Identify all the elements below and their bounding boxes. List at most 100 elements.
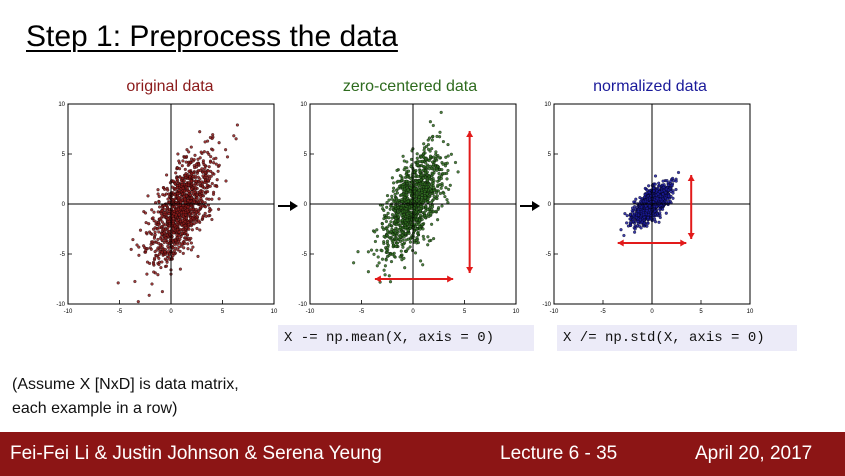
scatter-point: [387, 198, 391, 202]
scatter-point: [395, 168, 399, 172]
scatter-point: [402, 242, 406, 246]
scatter-point: [187, 169, 191, 173]
scatter-point: [632, 200, 636, 204]
y-tick-label: 5: [548, 152, 552, 158]
y-tick-label: 10: [58, 102, 65, 108]
scatter-point: [191, 245, 195, 249]
scatter-point: [392, 254, 396, 258]
scatter-point: [161, 193, 165, 197]
scatter-point: [166, 188, 170, 192]
scatter-point: [417, 188, 421, 192]
scatter-point: [400, 230, 405, 234]
scatter-point: [426, 235, 430, 239]
scatter-point: [423, 214, 427, 218]
x-tick-label: -10: [64, 309, 73, 315]
scatter-point: [187, 212, 191, 216]
scatter-point: [193, 190, 197, 194]
scatter-point: [216, 169, 220, 173]
scatter-point: [440, 168, 444, 172]
scatter-point: [172, 231, 176, 235]
scatter-point: [398, 235, 402, 239]
scatter-point: [144, 248, 148, 253]
scatter-point: [193, 166, 197, 170]
scatter-point: [392, 229, 396, 233]
scatter-point: [190, 190, 194, 194]
scatter-point: [409, 165, 413, 169]
scatter-point: [669, 179, 673, 183]
scatter-point: [199, 196, 203, 201]
scatter-point: [667, 194, 671, 198]
scatter-point: [395, 191, 399, 195]
scatter-point: [631, 214, 635, 218]
scatter-point: [178, 227, 183, 232]
scatter-point: [225, 155, 230, 159]
scatter-point: [658, 207, 662, 211]
scatter-point: [436, 218, 440, 222]
scatter-point: [186, 205, 190, 209]
y-tick-label: 0: [62, 202, 66, 208]
scatter-point: [186, 198, 190, 203]
scatter-point: [217, 197, 221, 201]
scatter-point: [405, 222, 409, 226]
scatter-point: [423, 199, 427, 203]
scatter-point: [416, 241, 420, 245]
scatter-point: [198, 228, 202, 232]
scatter-point: [403, 195, 407, 200]
scatter-point: [157, 226, 161, 230]
plot-original-data: -10 -5 0 5 10 -10 -5 0 5 10: [56, 102, 278, 315]
scatter-point: [404, 249, 408, 253]
scatter-point: [208, 160, 213, 164]
x-tick-label: -5: [117, 309, 123, 315]
scatter-point: [437, 175, 441, 179]
scatter-point: [401, 245, 405, 249]
scatter-point: [177, 188, 181, 193]
panel-title-zero-centered: zero-centered data: [342, 78, 478, 95]
scatter-point: [421, 263, 425, 267]
scatter-point: [190, 187, 194, 191]
scatter-point: [422, 165, 426, 169]
scatter-point: [644, 204, 648, 208]
scatter-point: [634, 197, 638, 201]
scatter-point: [416, 174, 420, 178]
scatter-point: [393, 209, 397, 213]
scatter-point: [203, 171, 207, 175]
y-tick-label: -5: [302, 252, 308, 258]
scatter-point: [404, 207, 408, 211]
scatter-point: [150, 208, 154, 212]
scatter-point: [150, 282, 154, 286]
scatter-point: [181, 251, 185, 255]
scatter-point: [180, 182, 184, 187]
scatter-point: [164, 239, 168, 243]
scatter-point: [187, 223, 191, 227]
scatter-point: [202, 186, 207, 190]
scatter-point: [388, 223, 392, 227]
scatter-point: [165, 258, 169, 262]
scatter-point: [398, 174, 402, 178]
scatter-point: [152, 236, 156, 240]
scatter-point: [392, 186, 396, 190]
scatter-point: [397, 215, 401, 219]
scatter-point: [185, 208, 189, 212]
scatter-point: [402, 256, 406, 260]
scatter-point: [400, 233, 404, 237]
scatter-point: [199, 150, 203, 154]
scatter-point: [645, 209, 649, 213]
scatter-point: [639, 226, 643, 230]
scatter-point: [163, 252, 168, 256]
scatter-point: [409, 186, 413, 190]
footer-lecture: Lecture 6 - 35: [500, 443, 618, 464]
scatter-point: [401, 238, 405, 242]
scatter-point: [366, 270, 370, 274]
scatter-point: [171, 227, 175, 231]
scatter-point: [382, 217, 386, 221]
scatter-point: [619, 228, 623, 232]
scatter-point: [409, 157, 414, 161]
scatter-point: [406, 237, 410, 241]
scatter-point: [419, 155, 423, 159]
scatter-point: [157, 194, 161, 199]
scatter-point: [165, 173, 169, 177]
scatter-point: [414, 214, 418, 218]
scatter-point: [163, 211, 167, 215]
scatter-point: [135, 243, 139, 247]
scatter-point: [183, 200, 187, 205]
